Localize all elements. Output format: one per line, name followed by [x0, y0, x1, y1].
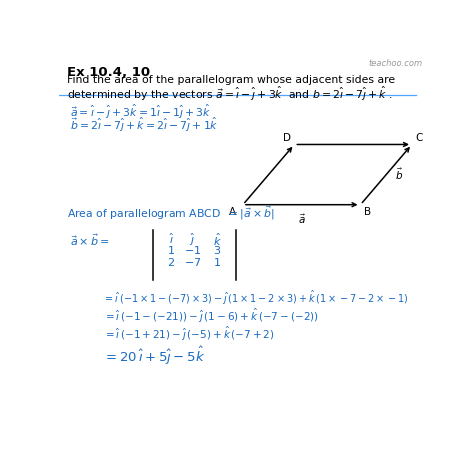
Text: B: B	[364, 207, 371, 217]
Text: $1$: $1$	[213, 256, 221, 268]
Text: $= 20\,\hat{\imath} + 5\hat{\jmath} - 5\hat{k}$: $= 20\,\hat{\imath} + 5\hat{\jmath} - 5\…	[103, 345, 205, 367]
Text: Area of parallelogram ABCD  $= |\vec{a} \times \vec{b}|$: Area of parallelogram ABCD $= |\vec{a} \…	[66, 205, 274, 222]
Text: C: C	[416, 133, 423, 143]
Text: $\vec{a} = \hat{\imath} - \hat{\jmath} + 3\hat{k} = 1\hat{\imath} - 1\hat{\jmath: $\vec{a} = \hat{\imath} - \hat{\jmath} +…	[70, 102, 212, 121]
Text: $1$: $1$	[167, 244, 175, 256]
Text: determined by the vectors $\vec{a} = \hat{\imath} - \hat{\jmath} + 3\hat{k}$  an: determined by the vectors $\vec{a} = \ha…	[66, 85, 392, 103]
Text: $\vec{b}$: $\vec{b}$	[395, 167, 404, 182]
Text: $2$: $2$	[167, 256, 175, 268]
Text: teachoo.com: teachoo.com	[369, 59, 423, 68]
Text: $-1$: $-1$	[184, 244, 201, 256]
Text: A: A	[228, 207, 236, 217]
Text: $\hat{\jmath}$: $\hat{\jmath}$	[189, 232, 196, 248]
Text: $\hat{\imath}$: $\hat{\imath}$	[169, 232, 174, 246]
Text: $\vec{a} \times \vec{b} = $: $\vec{a} \times \vec{b} = $	[70, 232, 110, 248]
Text: Ex 10.4, 10: Ex 10.4, 10	[66, 66, 150, 79]
Text: $-7$: $-7$	[184, 256, 201, 268]
Text: D: D	[283, 133, 291, 143]
Text: $= \hat{\imath}\,(-1-(-21)) - \hat{\jmath}\,(1 - 6) + \hat{k}\,(-7 -(-2))$: $= \hat{\imath}\,(-1-(-21)) - \hat{\jmat…	[103, 307, 319, 325]
Text: $\vec{a}$: $\vec{a}$	[298, 213, 306, 226]
Text: $3$: $3$	[213, 244, 221, 256]
Text: $= \hat{\imath}\,(-1 + 21) - \hat{\jmath}\,(-5) + \hat{k}\,(-7 + 2)$: $= \hat{\imath}\,(-1 + 21) - \hat{\jmath…	[103, 325, 275, 344]
Text: Find the area of the parallelogram whose adjacent sides are: Find the area of the parallelogram whose…	[66, 75, 395, 85]
Text: $= \hat{\imath}\,(-1 \times 1 - (-7) \times 3) - \hat{\jmath}\,(1 \times 1 - 2 \: $= \hat{\imath}\,(-1 \times 1 - (-7) \ti…	[103, 289, 409, 307]
Text: $\hat{k}$: $\hat{k}$	[213, 232, 222, 248]
Text: $\vec{b} = 2\hat{\imath} - 7\hat{\jmath} + \hat{k} = 2\hat{\imath} - 7\hat{\jmat: $\vec{b} = 2\hat{\imath} - 7\hat{\jmath}…	[70, 116, 219, 134]
